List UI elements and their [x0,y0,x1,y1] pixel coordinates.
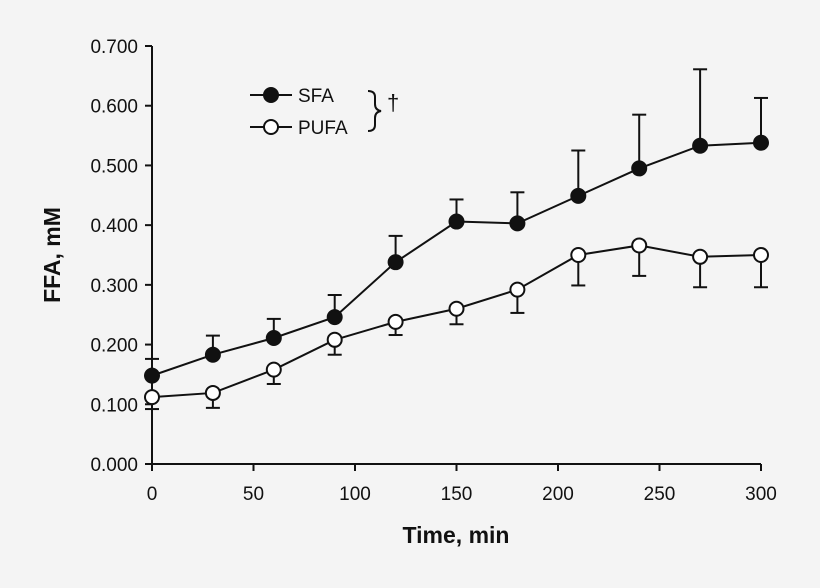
legend: SFA PUFA † [250,86,399,139]
data-point-pufa [692,248,709,265]
x-axis-title: Time, min [403,522,510,548]
series-pufa [144,237,769,411]
data-point-sfa [692,137,709,154]
legend-brace [367,90,382,132]
data-point-sfa [326,309,343,326]
legend-dagger: † [387,90,399,115]
x-tick-label: 300 [745,484,777,505]
x-tick-label: 150 [441,484,473,505]
data-point-pufa [448,300,465,317]
data-point-sfa [509,215,526,232]
data-point-sfa [204,346,221,363]
data-point-sfa [265,330,282,347]
x-tick-label: 100 [339,484,371,505]
y-tick-label: 0.400 [90,216,138,237]
data-point-sfa [144,367,160,384]
y-tick-label: 0.700 [90,37,138,58]
data-point-sfa [387,254,404,271]
data-point-sfa [753,134,769,151]
data-point-pufa [753,247,769,263]
x-ticks: 0 50 100 150 200 250 300 [147,464,777,505]
data-point-pufa [570,247,587,263]
y-tick-label: 0.000 [90,455,138,476]
data-point-sfa [631,160,648,177]
axes [151,46,761,465]
y-tick-label: 0.600 [90,97,138,118]
legend-label-sfa: SFA [298,86,334,107]
series-line-sfa [151,141,762,377]
y-tick-label: 0.200 [90,336,138,357]
y-tick-label: 0.300 [90,276,138,297]
legend-label-pufa: PUFA [298,118,348,139]
data-point-sfa [570,187,587,204]
legend-marker-pufa [263,119,279,135]
y-tick-label: 0.100 [90,395,138,416]
data-point-pufa [326,331,343,348]
x-tick-label: 50 [243,484,264,505]
data-point-pufa [265,361,282,378]
series-layer [144,68,769,411]
data-point-pufa [204,384,221,401]
x-tick-label: 200 [542,484,574,505]
x-tick-label: 0 [147,484,158,505]
y-ticks: 0.000 0.100 0.200 0.300 0.400 0.500 0.600 0.700 [90,37,152,476]
data-point-sfa [448,213,465,230]
data-point-pufa [631,237,648,254]
legend-marker-sfa [263,87,279,103]
data-point-pufa [509,281,526,298]
y-axis-title: FFA, mM [39,207,65,303]
data-point-pufa [144,389,160,406]
y-tick-label: 0.500 [90,156,138,177]
x-tick-label: 250 [644,484,676,505]
series-sfa [144,68,769,384]
data-point-pufa [387,313,404,330]
